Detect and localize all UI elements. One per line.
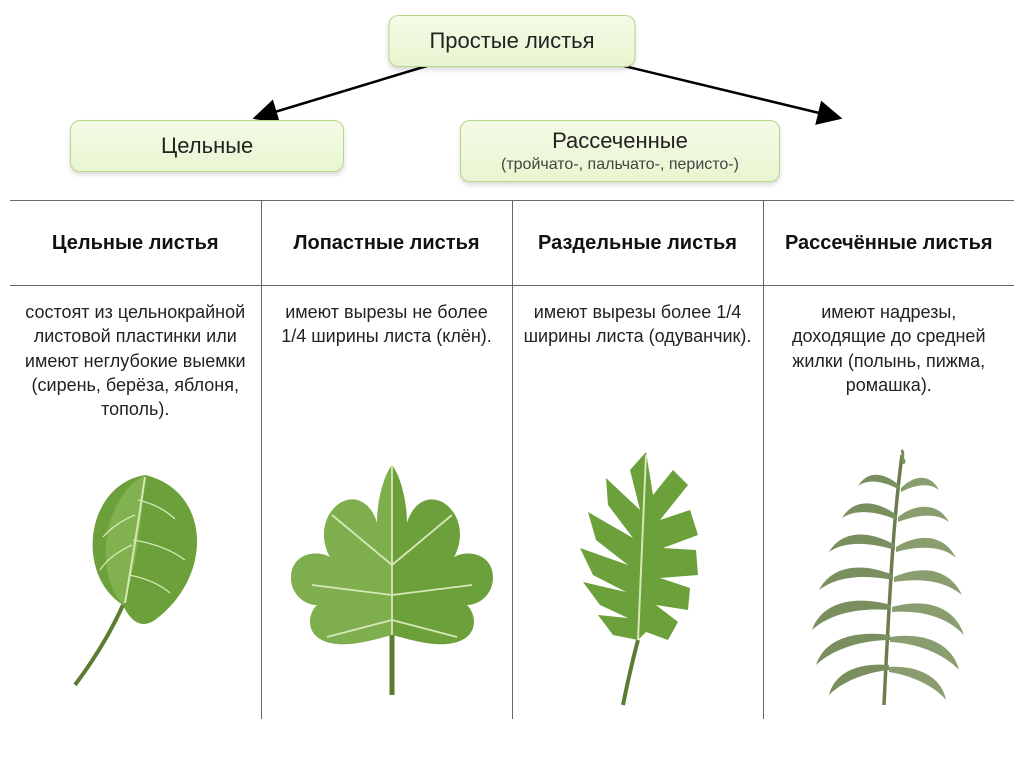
leaf-cell-dissected [763,425,1014,719]
col-header-0: Цельные листья [10,201,261,286]
leaf-cell-entire [10,425,261,719]
child-right-sublabel: (тройчато-, пальчато-, перисто-) [501,155,739,175]
entire-leaf-icon [35,445,235,705]
col-desc-0: состоят из цельнокрайной листовой пласти… [10,286,261,426]
col-desc-1: имеют вырезы не более 1/4 ширины листа (… [261,286,512,426]
parted-leaf-icon [538,440,738,710]
child-box-left: Цельные [70,120,344,172]
col-header-1: Лопастные листья [261,201,512,286]
root-label: Простые листья [429,28,594,53]
hierarchy-diagram: Простые листья Цельные Рассеченные (трой… [10,10,1014,200]
leaf-cell-parted [512,425,763,719]
col-header-2: Раздельные листья [512,201,763,286]
dissected-leaf-icon [784,440,994,710]
root-box: Простые листья [388,15,635,67]
col-desc-3: имеют надрезы, доходящие до средней жилк… [763,286,1014,426]
child-box-right: Рассеченные (тройчато-, пальчато-, перис… [460,120,780,182]
col-header-3: Рассечённые листья [763,201,1014,286]
leaf-types-table: Цельные листья Лопастные листья Раздельн… [10,200,1014,719]
child-left-label: Цельные [161,133,253,158]
lobed-leaf-icon [272,445,512,705]
col-desc-2: имеют вырезы более 1/4 ширины листа (оду… [512,286,763,426]
child-right-label: Рассеченные [501,127,739,155]
leaf-cell-lobed [261,425,512,719]
